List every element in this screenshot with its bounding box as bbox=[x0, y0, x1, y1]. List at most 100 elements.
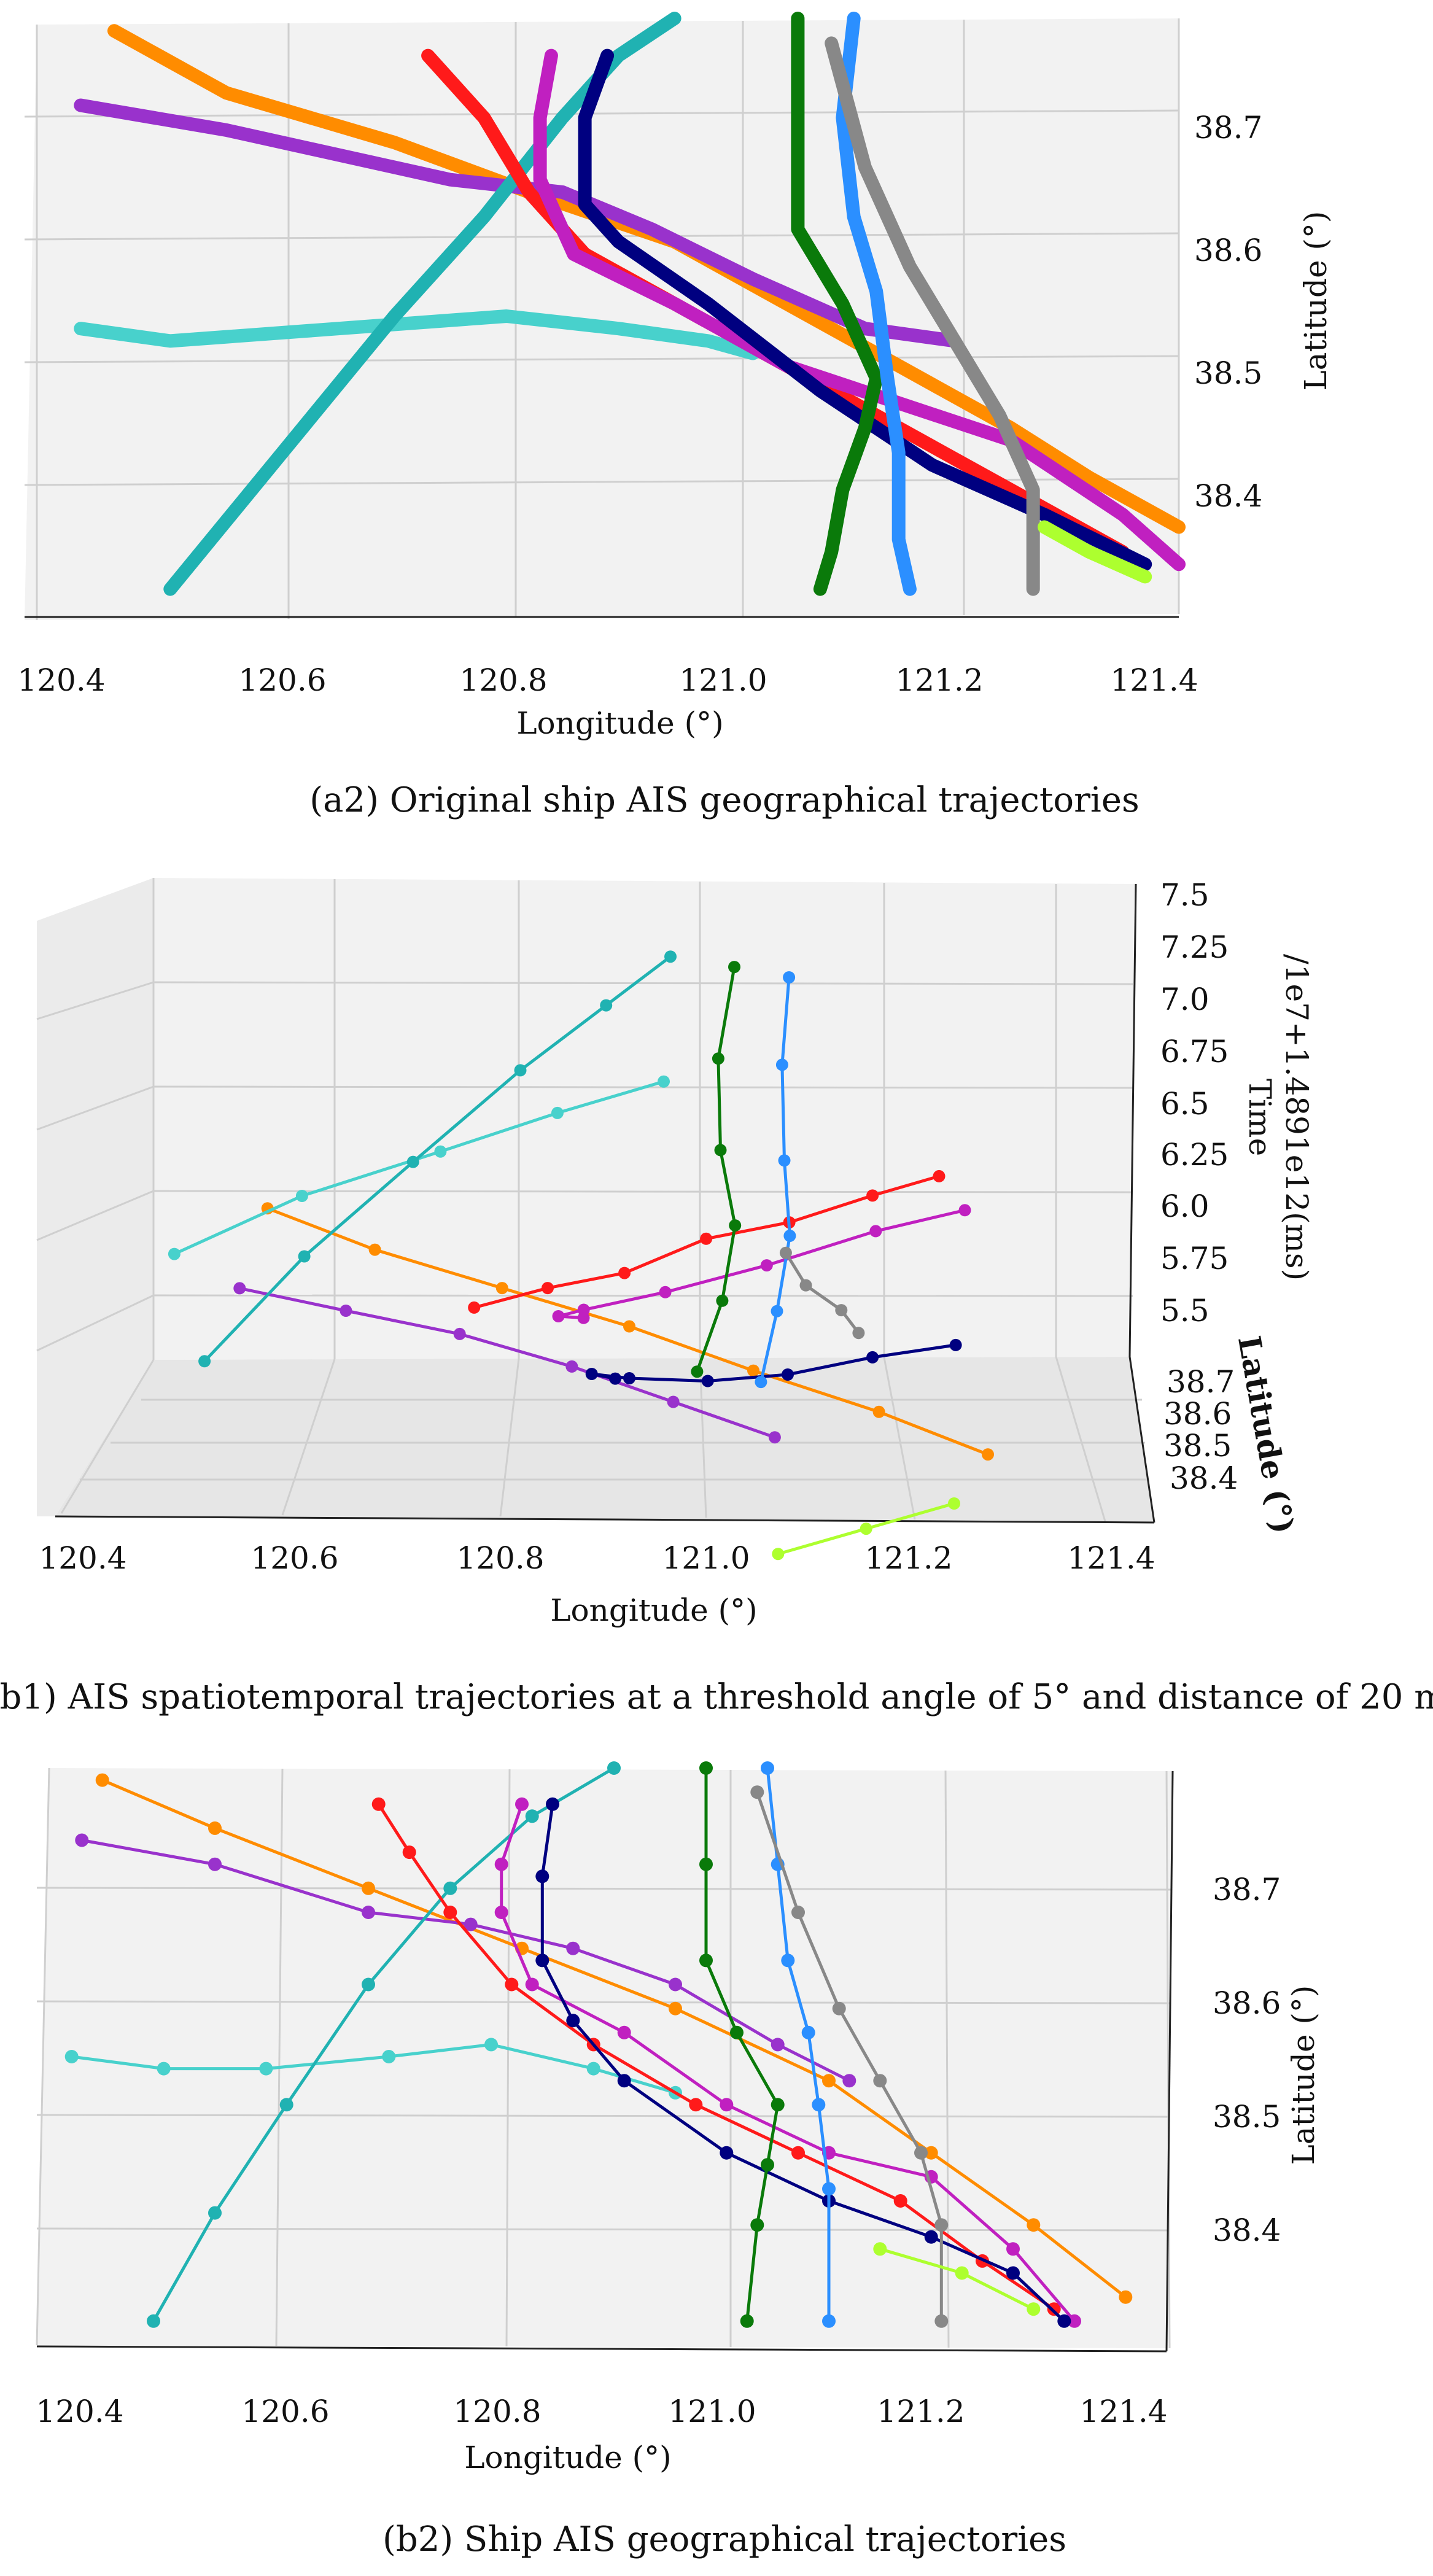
b2-point-ship1 bbox=[822, 2074, 836, 2088]
a2-series-ship4 bbox=[163, 12, 682, 596]
b2-point-ship5 bbox=[893, 2194, 907, 2208]
b2-point-ship5 bbox=[505, 1977, 519, 1992]
b2-point-ship8 bbox=[761, 2158, 774, 2172]
b1-ztick-5.5: 5.5 bbox=[1160, 1293, 1210, 1329]
b2-point-ship10 bbox=[873, 2074, 887, 2088]
b1-ztick-7.5: 7.5 bbox=[1160, 877, 1210, 913]
b1-point-ship2 bbox=[233, 1282, 246, 1295]
b2-point-ship10 bbox=[934, 2218, 949, 2232]
b2-point-ship3 bbox=[484, 2038, 498, 2052]
b1-point-ship7 bbox=[949, 1338, 962, 1351]
b2-point-ship2 bbox=[842, 2074, 856, 2088]
b2-ytick-38.4: 38.4 bbox=[1213, 2213, 1281, 2248]
b2-series-ship2 bbox=[80, 1839, 851, 2082]
b2-gridlines bbox=[36, 1767, 1172, 2349]
b1-point-ship7 bbox=[623, 1372, 635, 1384]
b2-ytick-38.5: 38.5 bbox=[1213, 2099, 1281, 2135]
b2-point-ship8 bbox=[730, 2025, 744, 2039]
b1-point-ship5 bbox=[866, 1189, 879, 1202]
b1-point-ship7 bbox=[609, 1372, 622, 1385]
b2-series-ship6 bbox=[500, 1802, 1076, 2323]
b1-series-ship2 bbox=[239, 1286, 775, 1439]
b1-point-ship1 bbox=[623, 1320, 635, 1333]
b1-point-ship8 bbox=[691, 1365, 704, 1378]
b1-point-ship2 bbox=[667, 1395, 680, 1408]
b1-xtick-120.4: 120.4 bbox=[39, 1540, 126, 1576]
b2-point-ship3 bbox=[64, 2050, 79, 2063]
b1-ztick-6.5: 6.5 bbox=[1160, 1086, 1210, 1122]
b1-xtick-120.6: 120.6 bbox=[250, 1540, 338, 1576]
panel-b1: 120.4 120.6 120.8 121.0 121.2 121.4 Long… bbox=[0, 877, 1433, 1717]
b1-point-ship4 bbox=[664, 950, 677, 963]
b2-point-ship1 bbox=[1119, 2290, 1133, 2304]
b1-point-ship8 bbox=[712, 1052, 724, 1065]
b2-point-ship3 bbox=[382, 2050, 396, 2063]
b2-point-ship6 bbox=[720, 2098, 734, 2112]
b1-point-ship3 bbox=[168, 1247, 181, 1260]
b2-point-ship9 bbox=[822, 2314, 836, 2328]
b1-point-ship3 bbox=[295, 1190, 308, 1202]
b1-ytick-38.6: 38.6 bbox=[1163, 1396, 1232, 1432]
b1-point-ship3 bbox=[658, 1075, 670, 1088]
b1-point-ship8 bbox=[728, 961, 740, 974]
b1-ytick-38.4: 38.4 bbox=[1170, 1461, 1238, 1496]
b1-point-ship1 bbox=[747, 1364, 759, 1377]
b1-z-label-line1: Time bbox=[1242, 1079, 1278, 1156]
b2-point-ship11 bbox=[873, 2242, 887, 2256]
a2-ytick-38.7: 38.7 bbox=[1194, 110, 1262, 145]
b2-point-ship10 bbox=[914, 2146, 928, 2160]
b2-point-ship7 bbox=[617, 2074, 631, 2088]
b2-series-ship8 bbox=[704, 1766, 780, 2323]
b1-ztick-6.25: 6.25 bbox=[1160, 1137, 1229, 1173]
panel-a2: 120.4 120.6 120.8 121.0 121.2 121.4 Long… bbox=[17, 12, 1334, 820]
b2-right-axis-line bbox=[1165, 1771, 1174, 2352]
b2-point-ship1 bbox=[924, 2146, 938, 2160]
a2-y-label: Latitude (°) bbox=[1298, 211, 1334, 391]
b2-point-ship5 bbox=[791, 2146, 805, 2160]
b2-point-ship9 bbox=[781, 1953, 795, 1968]
b1-ztick-6.75: 6.75 bbox=[1160, 1034, 1229, 1069]
b2-xtick-121.2: 121.2 bbox=[877, 2394, 965, 2429]
b2-point-ship2 bbox=[566, 1941, 580, 1955]
a2-x-label: Longitude (°) bbox=[516, 705, 723, 741]
b1-point-ship5 bbox=[542, 1282, 554, 1295]
b1-series-ship8 bbox=[696, 966, 737, 1373]
a2-series-ship11 bbox=[1038, 520, 1152, 584]
a2-series-ship2 bbox=[74, 98, 961, 348]
b2-point-ship4 bbox=[607, 1761, 621, 1775]
a2-series-ship6 bbox=[533, 48, 1186, 572]
b2-point-ship7 bbox=[535, 1953, 550, 1968]
b1-point-ship6 bbox=[869, 1225, 882, 1238]
b2-point-ship10 bbox=[791, 1906, 805, 1919]
b1-z-axis-line bbox=[1128, 883, 1137, 1357]
b2-point-ship9 bbox=[761, 1761, 774, 1775]
b1-back-pane bbox=[153, 878, 1136, 1360]
b2-point-ship9 bbox=[801, 2025, 815, 2039]
b2-point-ship2 bbox=[362, 1906, 375, 1919]
b2-point-ship4 bbox=[208, 2206, 222, 2220]
b1-point-ship9 bbox=[771, 1305, 783, 1317]
b2-ytick-38.7: 38.7 bbox=[1213, 1872, 1281, 1907]
b1-point-ship9 bbox=[755, 1376, 767, 1389]
b2-point-ship8 bbox=[699, 1761, 713, 1775]
b1-point-ship6 bbox=[577, 1303, 590, 1316]
b2-point-ship6 bbox=[494, 1857, 508, 1871]
b2-point-ship5 bbox=[443, 1906, 457, 1919]
b1-ztick-7.0: 7.0 bbox=[1160, 982, 1210, 1017]
b1-point-ship4 bbox=[406, 1155, 419, 1168]
b1-series-ship9 bbox=[759, 977, 791, 1383]
b2-point-ship8 bbox=[699, 1857, 713, 1871]
b1-point-ship9 bbox=[783, 971, 796, 983]
b2-caption: (b2) Ship AIS geographical trajectories bbox=[383, 2520, 1066, 2559]
a2-series-ship9 bbox=[836, 12, 917, 596]
b2-point-ship8 bbox=[699, 1953, 713, 1968]
b1-point-ship8 bbox=[714, 1144, 727, 1157]
b2-point-ship1 bbox=[669, 2001, 682, 2015]
b2-point-ship1 bbox=[95, 1773, 109, 1787]
b2-point-ship5 bbox=[689, 2098, 703, 2112]
a2-ytick-38.4: 38.4 bbox=[1194, 478, 1262, 514]
b1-point-ship2 bbox=[340, 1305, 352, 1317]
b2-point-ship10 bbox=[832, 2001, 846, 2015]
b2-point-ship5 bbox=[1047, 2302, 1061, 2316]
